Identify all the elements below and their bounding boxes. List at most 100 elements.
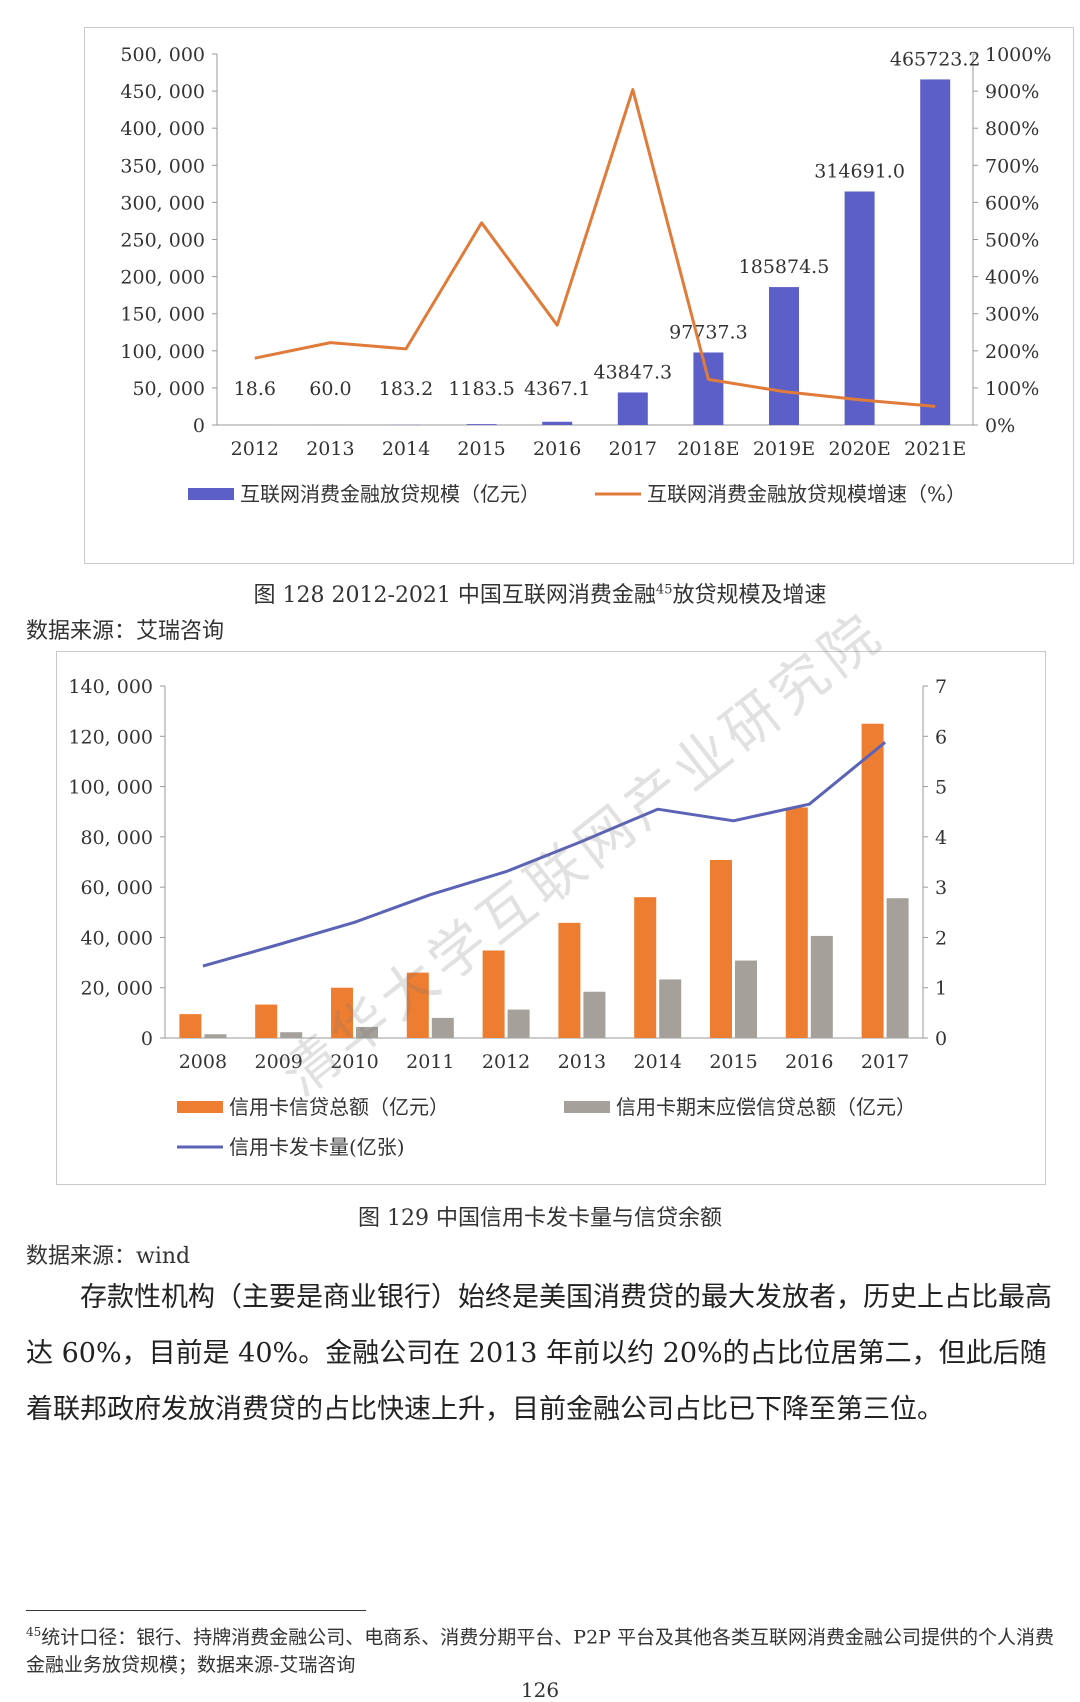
figure-128-source: 数据来源：艾瑞咨询: [26, 613, 224, 645]
chart1-right-tick-label: 500%: [985, 230, 1039, 252]
chart1-left-tick-label: 400, 000: [120, 118, 205, 140]
chart1-bar-data-label: 185874.5: [739, 256, 830, 278]
chart2-bar: [255, 1005, 277, 1038]
chart2-bar: [508, 1010, 530, 1038]
chart2-right-tick-label: 0: [935, 1028, 947, 1050]
chart1-right-tick-label: 600%: [985, 192, 1039, 214]
chart2-x-tick-label: 2009: [255, 1051, 303, 1073]
chart2-x-tick-label: 2011: [406, 1051, 454, 1073]
chart1-left-tick-label: 0: [193, 415, 205, 437]
chart1-left-tick-label: 150, 000: [120, 304, 205, 326]
chart2-bar: [634, 897, 656, 1038]
chart2-left-tick-label: 140, 000: [68, 676, 153, 698]
chart2-bar: [862, 724, 884, 1038]
chart1-bar-data-label: 18.6: [234, 378, 276, 400]
chart2-bar: [710, 860, 732, 1038]
chart1-bar-data-label: 4367.1: [524, 378, 590, 400]
chart1-right-tick-label: 900%: [985, 81, 1039, 103]
chart1-right-tick-label: 1000%: [985, 44, 1051, 66]
chart2-bar: [811, 936, 833, 1038]
chart1-left-tick-label: 50, 000: [132, 378, 205, 400]
chart1-legend-label: 互联网消费金融放贷规模（亿元）: [240, 482, 540, 506]
chart1-left-tick-label: 450, 000: [120, 81, 205, 103]
chart2-bar: [483, 951, 505, 1038]
chart2-right-tick-label: 6: [935, 726, 947, 748]
chart2-left-tick-label: 100, 000: [68, 777, 153, 799]
chart1-right-tick-label: 0%: [985, 415, 1015, 437]
chart2-x-tick-label: 2015: [709, 1051, 757, 1073]
chart1-bar: [618, 392, 648, 425]
chart1-bar: [542, 422, 572, 425]
chart1-x-tick-label: 2014: [382, 438, 430, 460]
chart2-bar: [735, 961, 757, 1038]
chart1-x-tick-label: 2016: [533, 438, 581, 460]
chart1-bar-data-label: 465723.2: [890, 48, 981, 70]
chart1-legend-swatch: [188, 488, 234, 500]
chart2-left-tick-label: 0: [141, 1028, 153, 1050]
chart2-bar: [887, 898, 909, 1038]
chart1-bar-data-label: 314691.0: [814, 160, 905, 182]
chart2-left-tick-label: 20, 000: [80, 978, 153, 1000]
chart1-x-tick-label: 2021E: [904, 438, 966, 460]
chart2-bar: [432, 1018, 454, 1038]
footnote-ref-45[interactable]: 45: [656, 583, 673, 598]
chart2-legend-label: 信用卡期末应偿信贷总额（亿元）: [616, 1095, 916, 1119]
chart1-left-tick-label: 250, 000: [120, 230, 205, 252]
body-paragraph-block: 存款性机构（主要是商业银行）始终是美国消费贷的最大发放者，历史上占比最高达 60…: [26, 1270, 1066, 1438]
chart1-right-tick-label: 200%: [985, 341, 1039, 363]
chart2-right-tick-label: 4: [935, 827, 947, 849]
chart2-x-tick-label: 2010: [330, 1051, 378, 1073]
chart2-left-tick-label: 120, 000: [68, 726, 153, 748]
chart1-bar-data-label: 183.2: [379, 378, 433, 400]
chart2-legend-swatch: [177, 1101, 223, 1113]
chart1-x-tick-label: 2019E: [753, 438, 815, 460]
chart2-x-tick-label: 2013: [558, 1051, 606, 1073]
body-paragraph: 存款性机构（主要是商业银行）始终是美国消费贷的最大发放者，历史上占比最高达 60…: [26, 1270, 1066, 1438]
chart2-right-tick-label: 2: [935, 927, 947, 949]
chart2-bar: [356, 1027, 378, 1038]
chart1-x-tick-label: 2018E: [677, 438, 739, 460]
figure-129-caption: 图 129 中国信用卡发卡量与信贷余额: [0, 1200, 1080, 1232]
chart1-left-tick-label: 500, 000: [120, 44, 205, 66]
figure-128-caption-title: 128 2012-2021 中国互联网消费金融: [283, 583, 656, 608]
chart2-x-tick-label: 2012: [482, 1051, 530, 1073]
chart1-bar-data-label: 97737.3: [669, 321, 748, 343]
chart1-bar: [467, 424, 497, 425]
chart1-bar: [845, 191, 875, 425]
chart1-right-tick-label: 300%: [985, 304, 1039, 326]
chart1-x-tick-label: 2012: [231, 438, 279, 460]
chart2-x-tick-label: 2017: [861, 1051, 909, 1073]
figure-129-source: 数据来源：wind: [26, 1238, 190, 1270]
figure-128-caption-prefix: 图: [254, 583, 276, 608]
chart2-x-tick-label: 2008: [179, 1051, 227, 1073]
chart2-legend-label: 信用卡发卡量(亿张): [229, 1135, 405, 1159]
chart2-left-tick-label: 40, 000: [80, 927, 153, 949]
chart1-bar: [693, 352, 723, 425]
chart2-x-tick-label: 2014: [634, 1051, 682, 1073]
chart1-left-tick-label: 300, 000: [120, 192, 205, 214]
chart2-legend-swatch: [564, 1101, 610, 1113]
chart2-bar: [179, 1014, 201, 1038]
chart1-x-tick-label: 2017: [609, 438, 657, 460]
chart1-bar: [769, 287, 799, 425]
chart2-left-tick-label: 60, 000: [80, 877, 153, 899]
chart1-legend-label: 互联网消费金融放贷规模增速（%）: [647, 482, 966, 506]
chart2-right-tick-label: 3: [935, 877, 947, 899]
footnote-divider: [26, 1610, 366, 1611]
figure-128-caption: 图 128 2012-2021 中国互联网消费金融45放贷规模及增速: [0, 577, 1080, 609]
chart2-bar: [583, 992, 605, 1038]
footnote: 45统计口径：银行、持牌消费金融公司、电商系、消费分期平台、P2P 平台及其他各…: [26, 1618, 1066, 1679]
chart1-x-tick-label: 2015: [457, 438, 505, 460]
chart1-x-tick-label: 2020E: [828, 438, 890, 460]
page-number: 126: [0, 1678, 1080, 1702]
footnote-text: 统计口径：银行、持牌消费金融公司、电商系、消费分期平台、P2P 平台及其他各类互…: [26, 1626, 1054, 1676]
chart2-line-series: [203, 742, 885, 966]
chart1-left-tick-label: 350, 000: [120, 155, 205, 177]
chart1-bar-data-label: 60.0: [309, 378, 351, 400]
chart1-bar: [920, 79, 950, 425]
chart2-x-tick-label: 2016: [785, 1051, 833, 1073]
chart2-right-tick-label: 1: [935, 978, 947, 1000]
